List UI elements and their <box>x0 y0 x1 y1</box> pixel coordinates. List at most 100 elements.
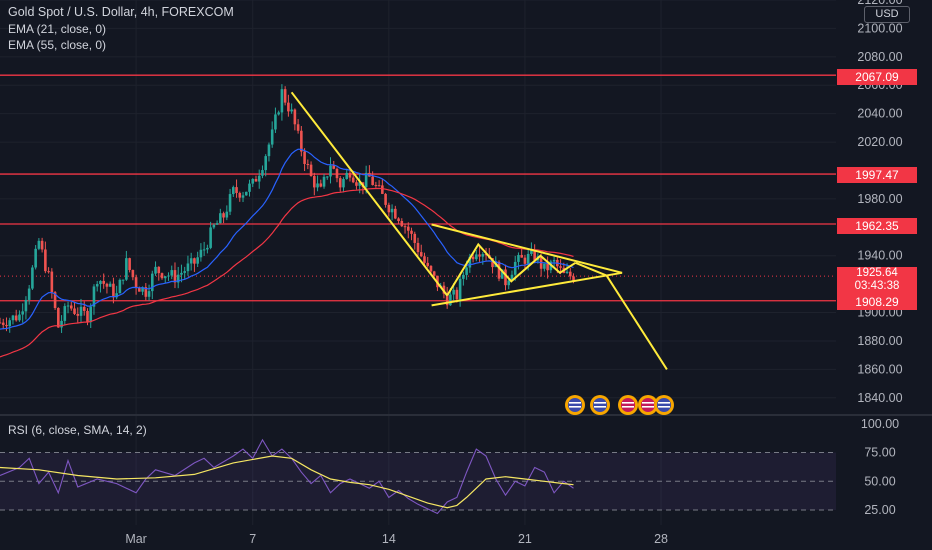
candle-body <box>8 320 12 327</box>
candle-body <box>406 226 410 231</box>
ema55-legend[interactable]: EMA (55, close, 0) <box>8 38 107 52</box>
candle-body <box>209 227 212 248</box>
price-tick-label: 1880.00 <box>857 334 902 348</box>
candle-body <box>261 170 264 176</box>
candle-body <box>176 274 180 283</box>
candle-body <box>342 178 345 188</box>
event-flag-stripe <box>658 402 670 404</box>
candle-body <box>66 305 70 307</box>
candle-body <box>270 129 274 145</box>
candle-body <box>455 289 459 300</box>
drawing-pattern-zigzag <box>446 242 577 297</box>
candle-body <box>212 224 216 228</box>
candle-body <box>73 308 76 314</box>
candle-body <box>322 176 326 187</box>
price-tick-label: 2120.00 <box>857 0 902 7</box>
candle-body <box>257 175 261 182</box>
candle-body <box>358 182 361 186</box>
candle-body <box>102 280 105 284</box>
candle-body <box>228 194 232 212</box>
candle-body <box>160 273 164 279</box>
candle-body <box>31 267 34 289</box>
candle-body <box>572 276 575 282</box>
candle-body <box>416 242 420 253</box>
candle-body <box>105 283 109 287</box>
candle-body <box>491 258 494 268</box>
candle-body <box>510 274 514 281</box>
event-flag-stripe <box>658 406 670 408</box>
rsi-pane <box>0 438 836 515</box>
event-flag-bg <box>621 398 635 412</box>
candle-body <box>60 320 63 328</box>
candle-body <box>157 266 161 274</box>
event-flag-bg <box>641 398 655 412</box>
candle-body <box>53 292 57 309</box>
candle-body <box>471 256 475 260</box>
rsi-tick-label: 75.00 <box>864 446 895 460</box>
candle-body <box>384 193 387 205</box>
candle-body <box>95 284 99 287</box>
candle-body <box>24 299 28 312</box>
candle-body <box>112 283 115 298</box>
candle-body <box>543 263 546 269</box>
ema55-line <box>0 187 574 358</box>
time-tick-label: Mar <box>125 532 147 546</box>
candle-body <box>552 259 556 262</box>
price-tick-label: 1840.00 <box>857 391 902 405</box>
trendline-drawings <box>290 91 668 370</box>
ema21-legend[interactable]: EMA (21, close, 0) <box>8 22 107 36</box>
candle-body <box>306 163 310 165</box>
candle-body <box>128 258 131 271</box>
candle-body <box>364 172 368 188</box>
time-tick-label: 28 <box>654 532 668 546</box>
candle-body <box>167 275 170 277</box>
candle-body <box>251 179 255 184</box>
candle-body <box>287 102 290 112</box>
candle-body <box>206 247 209 250</box>
candle-body <box>222 213 225 218</box>
candle-body <box>458 278 462 300</box>
time-tick-label: 21 <box>518 532 532 546</box>
candle-body <box>290 109 293 112</box>
candle-body <box>115 293 118 298</box>
candle-body <box>462 274 465 279</box>
candle-body <box>507 280 511 286</box>
candle-body <box>125 258 128 280</box>
event-flag-bg <box>593 398 607 412</box>
candle-body <box>147 291 151 297</box>
candle-body <box>99 280 102 285</box>
candle-body <box>79 306 83 316</box>
candle-body <box>568 271 572 277</box>
rsi-legend[interactable]: RSI (6, close, SMA, 14, 2) <box>8 423 147 437</box>
us-flag-event-icon <box>618 395 638 415</box>
candle-body <box>484 254 488 256</box>
candle-body <box>202 249 206 251</box>
candle-body <box>34 248 37 268</box>
candle-body <box>248 183 251 192</box>
candle-body <box>377 185 381 187</box>
candle-body <box>225 211 229 218</box>
candle-body <box>244 191 248 196</box>
us-flag-event-icon <box>590 395 610 415</box>
candle-body <box>316 183 319 188</box>
candle-body <box>403 226 407 228</box>
candle-body <box>37 240 41 249</box>
chart-title: Gold Spot / U.S. Dollar, 4h, FOREXCOM <box>8 5 234 19</box>
candle-body <box>351 177 355 183</box>
candle-body <box>27 288 31 300</box>
currency-button[interactable]: USD <box>864 6 910 23</box>
current-price-label: 1925.64 03:43:38 <box>837 267 917 297</box>
us-flag-event-icon <box>638 395 658 415</box>
candle-body <box>504 269 507 286</box>
candle-body <box>189 258 193 264</box>
candle-body <box>481 254 485 257</box>
candle-body <box>141 287 144 292</box>
candle-body <box>180 272 183 275</box>
candle-body <box>390 208 394 213</box>
candle-body <box>465 267 468 275</box>
candle-body <box>1 322 5 325</box>
candle-body <box>118 279 122 294</box>
candle-body <box>131 270 135 278</box>
candle-body <box>108 283 112 287</box>
